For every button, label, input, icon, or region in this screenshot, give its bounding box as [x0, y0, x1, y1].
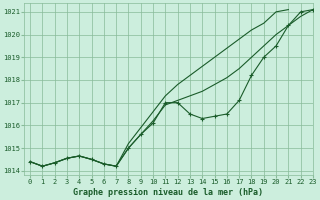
- X-axis label: Graphe pression niveau de la mer (hPa): Graphe pression niveau de la mer (hPa): [74, 188, 263, 197]
